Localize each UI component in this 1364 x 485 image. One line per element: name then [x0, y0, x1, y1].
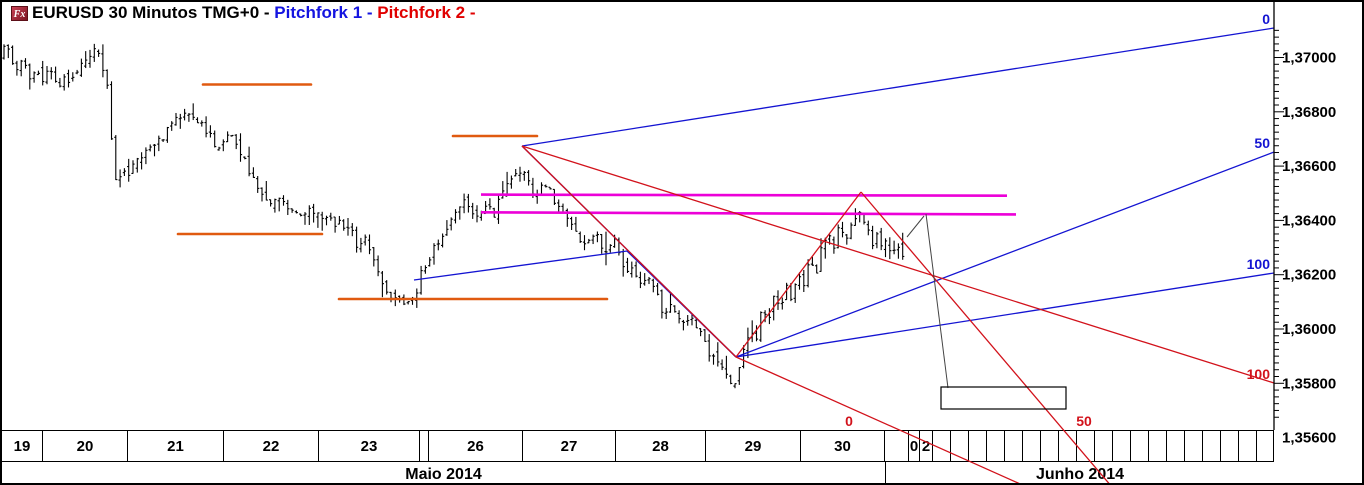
svg-text:1,35800: 1,35800	[1282, 375, 1336, 392]
svg-text:1,35600: 1,35600	[1282, 430, 1336, 447]
svg-text:1,36200: 1,36200	[1282, 267, 1336, 284]
svg-text:100: 100	[1247, 256, 1271, 272]
svg-text:1,36600: 1,36600	[1282, 158, 1336, 175]
svg-text:100: 100	[1247, 366, 1271, 382]
svg-text:1,36800: 1,36800	[1282, 104, 1336, 121]
svg-text:0: 0	[845, 413, 853, 429]
svg-text:1,37000: 1,37000	[1282, 50, 1336, 67]
svg-text:1,36000: 1,36000	[1282, 321, 1336, 338]
svg-text:1,36400: 1,36400	[1282, 212, 1336, 229]
svg-text:50: 50	[1254, 135, 1270, 151]
svg-text:50: 50	[1076, 413, 1092, 429]
